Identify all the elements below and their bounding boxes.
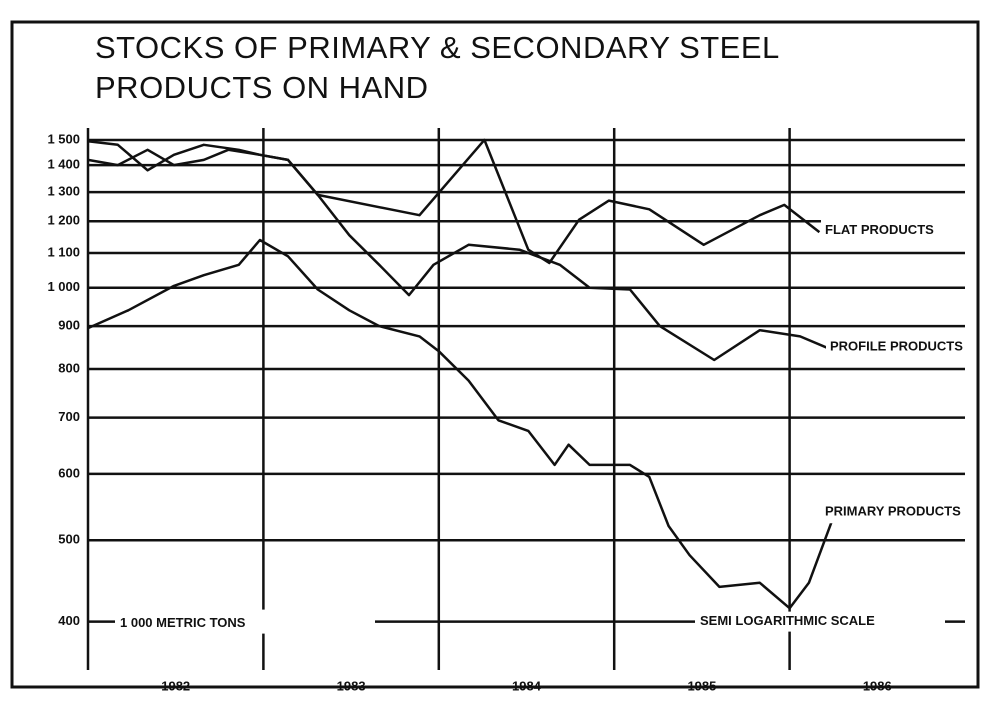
label-bg bbox=[821, 219, 971, 242]
x-tick-label: 1984 bbox=[512, 678, 542, 693]
unit-annotation: 1 000 METRIC TONS bbox=[120, 615, 246, 630]
annotation-bg bbox=[695, 611, 945, 632]
x-tick-label: 1982 bbox=[161, 678, 190, 693]
x-tick-label: 1985 bbox=[687, 678, 716, 693]
y-tick-label: 1 500 bbox=[47, 131, 80, 146]
chart-title: STOCKS OF PRIMARY & SECONDARY STEEL PROD… bbox=[95, 30, 779, 105]
frame bbox=[10, 20, 980, 689]
y-tick-label: 400 bbox=[58, 613, 80, 628]
series-label: PROFILE PRODUCTS bbox=[830, 338, 963, 353]
y-tick-label: 600 bbox=[58, 465, 80, 480]
y-tick-label: 1 100 bbox=[47, 244, 80, 259]
x-tick-label: 1986 bbox=[863, 678, 892, 693]
series-line bbox=[87, 238, 837, 610]
y-tick-label: 1 400 bbox=[47, 157, 80, 172]
series-label: PRIMARY PRODUCTS bbox=[825, 504, 961, 519]
y-tick-label: 900 bbox=[58, 318, 80, 333]
y-tick-label: 1 200 bbox=[47, 213, 80, 228]
scale-annotation: SEMI LOGARITHMIC SCALE bbox=[700, 613, 875, 628]
y-tick-label: 1 300 bbox=[47, 184, 80, 199]
y-tick-label: 500 bbox=[58, 532, 80, 547]
y-tick-label: 800 bbox=[58, 360, 80, 375]
series-line bbox=[87, 148, 836, 362]
label-bg bbox=[826, 335, 976, 358]
series-label: FLAT PRODUCTS bbox=[825, 222, 934, 237]
y-tick-label: 700 bbox=[58, 409, 80, 424]
x-tick-label: 1983 bbox=[337, 678, 366, 693]
annotation-bg bbox=[115, 609, 375, 634]
y-tick-label: 1 000 bbox=[47, 279, 80, 294]
label-bg bbox=[821, 501, 971, 524]
series-line bbox=[87, 138, 821, 265]
